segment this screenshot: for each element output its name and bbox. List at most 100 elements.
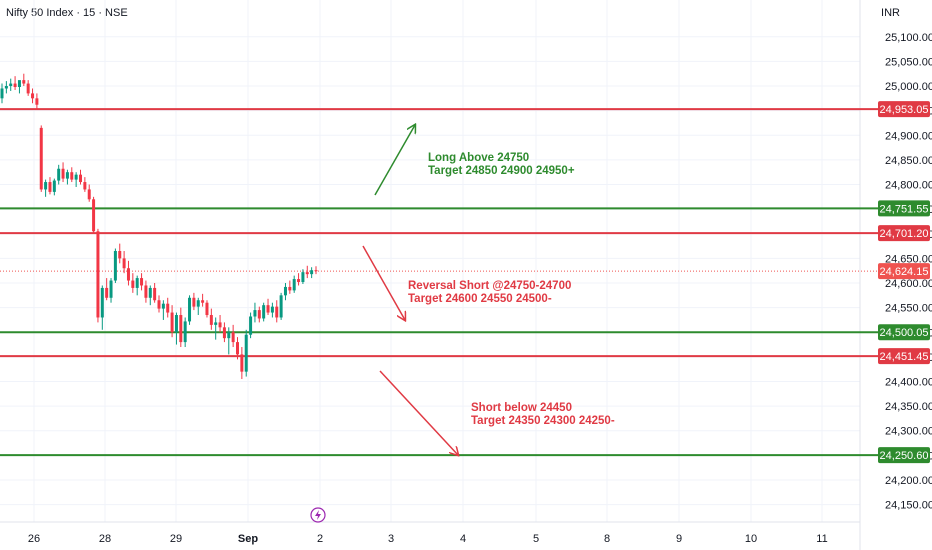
candle-body [244, 334, 248, 372]
short-annotation-line2[interactable]: Target 24350 24300 24250- [471, 415, 615, 427]
candle[interactable] [262, 302, 266, 322]
candle[interactable] [92, 196, 96, 234]
candle-body [161, 303, 165, 309]
flash-icon[interactable] [310, 507, 326, 523]
candle[interactable] [39, 125, 43, 192]
candle[interactable] [188, 295, 192, 325]
y-tick-label: 25,100.00 [885, 32, 932, 44]
candle[interactable] [222, 322, 226, 343]
candle[interactable] [131, 273, 135, 293]
candle[interactable] [192, 292, 196, 311]
candle[interactable] [161, 300, 165, 320]
candle-body [4, 86, 8, 89]
candle[interactable] [26, 80, 30, 96]
candle[interactable] [301, 269, 305, 284]
x-tick-label: 8 [604, 533, 610, 545]
symbol-title[interactable]: Nifty 50 Index · 15 · NSE [6, 7, 128, 19]
candle[interactable] [17, 80, 21, 94]
candle[interactable] [44, 179, 48, 197]
candle[interactable] [140, 273, 144, 291]
candle[interactable] [179, 307, 183, 348]
long-annotation-line2[interactable]: Target 24850 24900 24950+ [428, 165, 575, 177]
candle[interactable] [109, 278, 113, 303]
candle[interactable] [227, 327, 231, 355]
candle[interactable] [96, 228, 100, 323]
candle[interactable] [170, 305, 174, 338]
long-arrow[interactable] [374, 125, 415, 196]
candle[interactable] [118, 243, 122, 264]
candle[interactable] [70, 167, 74, 183]
candle[interactable] [105, 278, 109, 301]
reversal-arrow[interactable] [362, 245, 405, 320]
candle[interactable] [270, 302, 274, 318]
candle[interactable] [292, 275, 296, 293]
candle[interactable] [153, 283, 157, 303]
reversal-annotation-line1[interactable]: Reversal Short @24750-24700 [408, 280, 571, 292]
currency-label[interactable]: INR [881, 7, 900, 19]
y-tick-label: 24,550.00 [885, 303, 932, 315]
candle[interactable] [253, 302, 257, 323]
candlesticks[interactable] [0, 73, 318, 380]
candle[interactable] [65, 169, 69, 185]
candle-body [236, 342, 239, 355]
candle[interactable] [83, 177, 87, 192]
candle[interactable] [122, 250, 126, 274]
short-arrow[interactable] [379, 370, 458, 455]
candle[interactable] [283, 283, 287, 301]
candle[interactable] [157, 295, 161, 313]
candle[interactable] [13, 76, 17, 90]
candle[interactable] [288, 280, 292, 294]
candle[interactable] [48, 177, 52, 195]
candle[interactable] [126, 260, 130, 286]
candle[interactable] [257, 306, 261, 323]
candle[interactable] [135, 275, 139, 296]
candle[interactable] [201, 293, 205, 307]
candle[interactable] [275, 300, 279, 323]
last-price-label: 24,624.15 [880, 266, 929, 278]
candle[interactable] [249, 312, 253, 339]
candle[interactable] [305, 265, 309, 279]
candle[interactable] [314, 266, 318, 275]
candle[interactable] [0, 83, 4, 104]
time-axis[interactable]: 26 28 29 Sep 2 3 4 5 8 9 10 11 [28, 533, 828, 545]
candle[interactable] [22, 73, 26, 87]
candle[interactable] [231, 324, 235, 348]
candle[interactable] [87, 184, 91, 202]
candle[interactable] [209, 308, 213, 330]
candle[interactable] [297, 273, 301, 286]
long-annotation-line1[interactable]: Long Above 24750 [428, 152, 529, 164]
candle[interactable] [79, 169, 82, 185]
candle[interactable] [279, 292, 283, 320]
short-annotation-line1[interactable]: Short below 24450 [471, 402, 572, 414]
candle[interactable] [4, 81, 8, 94]
candle[interactable] [196, 297, 200, 316]
candle[interactable] [113, 248, 117, 284]
candle[interactable] [31, 88, 35, 104]
candle[interactable] [240, 347, 244, 380]
candle[interactable] [148, 285, 152, 306]
candle[interactable] [74, 172, 78, 187]
candle[interactable] [9, 78, 13, 91]
candle[interactable] [166, 297, 170, 318]
reversal-annotation-line2[interactable]: Target 24600 24550 24500- [408, 293, 552, 305]
candle-body [292, 279, 296, 291]
candle[interactable] [57, 164, 61, 185]
horizontal-levels[interactable] [0, 108, 878, 457]
candle[interactable] [100, 285, 104, 330]
candle[interactable] [310, 267, 314, 279]
candle[interactable] [183, 317, 187, 348]
candle[interactable] [214, 317, 218, 340]
candle[interactable] [61, 162, 65, 183]
candle[interactable] [244, 329, 248, 377]
candle[interactable] [205, 300, 209, 318]
candle[interactable] [144, 280, 148, 303]
candle[interactable] [266, 298, 270, 316]
candle[interactable] [236, 337, 239, 360]
candle-body [70, 172, 74, 180]
candle[interactable] [174, 312, 178, 345]
candle[interactable] [218, 315, 222, 333]
candle[interactable] [35, 93, 39, 110]
candle[interactable] [52, 178, 56, 196]
candle-body [205, 302, 209, 316]
